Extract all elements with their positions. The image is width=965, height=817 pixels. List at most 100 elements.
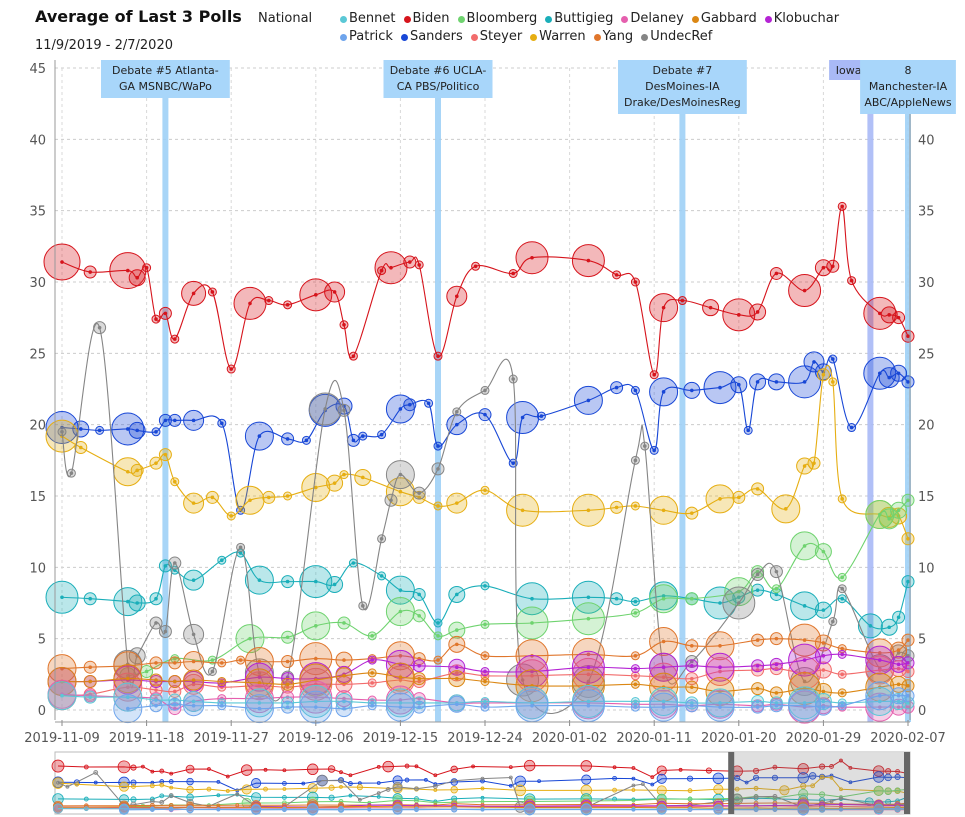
- data-point-center: [878, 658, 882, 662]
- data-point-center: [530, 673, 534, 678]
- navigator-point: [772, 794, 778, 799]
- legend-item-patrick[interactable]: Patrick: [340, 28, 393, 46]
- y-tick-label: 0: [38, 704, 46, 719]
- annotation-label: ABC/AppleNews: [864, 96, 952, 109]
- data-point-center: [690, 388, 694, 393]
- navigator-point: [450, 765, 458, 774]
- navigator-point: [118, 776, 130, 789]
- data-point-center: [88, 695, 92, 699]
- navigator-point: [356, 784, 363, 791]
- data-point-center: [342, 472, 346, 477]
- legend-item-warren[interactable]: Warren: [530, 28, 586, 46]
- data-point-center: [530, 669, 534, 674]
- legend-item-delaney[interactable]: Delaney: [621, 10, 684, 28]
- data-point-center: [906, 669, 910, 674]
- data-point-center: [154, 317, 158, 321]
- annotation-band: [679, 95, 686, 722]
- data-point-center: [633, 611, 638, 615]
- navigator-handle-left[interactable]: [728, 752, 735, 814]
- legend-item-bloomberg[interactable]: Bloomberg: [457, 10, 538, 28]
- navigator-point: [281, 795, 287, 800]
- data-point-center: [896, 682, 901, 687]
- data-point-center: [633, 458, 638, 463]
- data-point-center: [896, 666, 901, 671]
- series-warren: [45, 364, 915, 546]
- legend-item-yang[interactable]: Yang: [593, 28, 633, 46]
- data-point-center: [652, 372, 656, 377]
- navigator-point: [51, 759, 65, 773]
- data-point-center: [417, 495, 422, 500]
- navigator-point: [771, 774, 778, 781]
- navigator-point: [392, 804, 403, 815]
- navigator-point: [376, 764, 381, 769]
- navigator-point: [93, 770, 99, 775]
- legend-marker: [593, 33, 601, 41]
- data-point-center: [831, 380, 835, 384]
- legend-marker: [457, 15, 465, 23]
- data-point-center: [821, 705, 826, 709]
- navigator-point: [186, 777, 194, 786]
- data-point-center: [126, 469, 130, 474]
- range-navigator[interactable]: [51, 751, 911, 816]
- navigator-point: [523, 803, 536, 816]
- navigator-series-biden: [51, 758, 910, 779]
- navigator-point: [159, 793, 165, 799]
- legend-item-bennet[interactable]: Bennet: [340, 10, 396, 28]
- legend-item-undecref[interactable]: UndecRef: [641, 28, 712, 46]
- data-point-center: [154, 688, 158, 692]
- y-tick-label: 15: [29, 490, 46, 505]
- data-point-center: [398, 678, 403, 682]
- data-point-center: [163, 564, 168, 568]
- data-point-center: [220, 421, 224, 426]
- data-point-center: [718, 497, 722, 501]
- data-point-center: [342, 696, 346, 701]
- navigator-point: [581, 774, 592, 785]
- annotation-band: [867, 95, 874, 722]
- navigator-point: [656, 765, 667, 776]
- legend-item-gabbard[interactable]: Gabbard: [691, 10, 757, 28]
- annotation-box: [383, 60, 493, 98]
- data-point-center: [314, 656, 318, 661]
- navigator-handle-right[interactable]: [904, 752, 910, 814]
- data-point-center: [586, 595, 591, 600]
- data-point-center: [417, 696, 422, 701]
- navigator-point: [480, 807, 485, 812]
- data-point-center: [342, 706, 346, 711]
- data-point-center: [840, 497, 844, 501]
- series-line-gabbard: [61, 672, 909, 694]
- navigator-point: [678, 767, 683, 772]
- legend-item-klobuchar[interactable]: Klobuchar: [764, 10, 839, 28]
- data-point-center: [906, 693, 910, 698]
- annotation-box: [101, 60, 230, 98]
- legend-label: Bloomberg: [466, 11, 538, 26]
- data-point-center: [210, 658, 215, 662]
- navigator-point: [337, 806, 345, 813]
- data-point-center: [163, 311, 168, 316]
- legend-item-biden[interactable]: Biden: [403, 10, 450, 28]
- y-tick-label-right: 25: [918, 347, 935, 362]
- data-point-center: [483, 388, 487, 393]
- legend-item-buttigieg[interactable]: Buttigieg: [545, 10, 613, 28]
- y-tick-label: 35: [29, 205, 46, 220]
- data-point-center: [906, 498, 910, 503]
- navigator-point: [656, 773, 667, 784]
- data-point-center: [135, 428, 139, 433]
- y-tick-label: 25: [29, 347, 46, 362]
- navigator-point: [480, 799, 485, 804]
- data-point-center: [821, 608, 826, 612]
- data-point-center: [896, 662, 901, 667]
- data-point-center: [774, 569, 779, 574]
- navigator-point: [263, 767, 268, 772]
- legend-item-sanders[interactable]: Sanders: [400, 28, 463, 46]
- navigator-line: [57, 771, 908, 808]
- navigator-point: [480, 776, 485, 781]
- legend-item-steyer[interactable]: Steyer: [470, 28, 522, 46]
- navigator-point: [873, 803, 884, 814]
- data-point-center: [483, 669, 487, 674]
- data-point-center: [802, 638, 807, 642]
- data-point-center: [248, 498, 252, 503]
- data-point-center: [812, 360, 816, 364]
- data-point-center: [173, 698, 177, 702]
- navigator-series-patrick: [118, 803, 910, 816]
